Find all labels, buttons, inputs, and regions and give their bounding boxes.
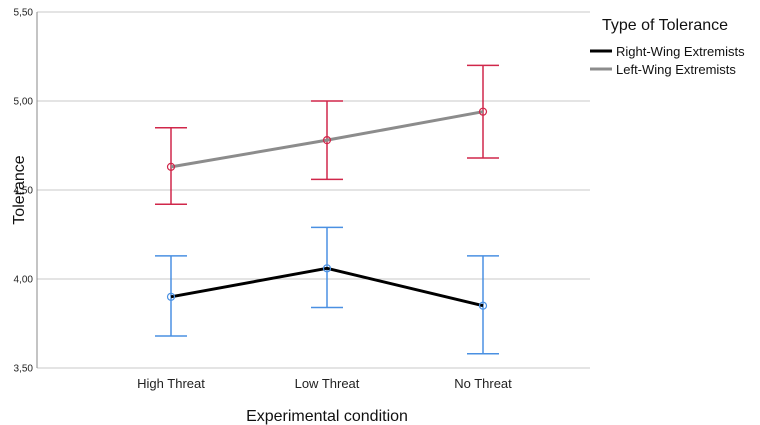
grid-lines <box>37 11 590 369</box>
y-tick-label: 5,00 <box>14 97 34 108</box>
data-point <box>166 292 176 301</box>
x-axis-title: Experimental condition <box>246 408 408 425</box>
series-lines <box>170 110 484 308</box>
y-tick-label: 5,50 <box>14 8 34 19</box>
y-axis-title: Tolerance <box>11 155 28 224</box>
legend-label-right-wing: Right-Wing Extremists <box>616 44 745 59</box>
legend: Type of Tolerance Right-Wing Extremists … <box>590 17 745 77</box>
legend-label-left-wing: Left-Wing Extremists <box>616 62 736 77</box>
legend-title: Type of Tolerance <box>602 17 728 34</box>
series-points <box>166 107 488 310</box>
x-tick-labels: High Threat Low Threat No Threat <box>137 376 512 391</box>
data-point <box>478 301 488 310</box>
data-point <box>166 162 176 171</box>
y-tick-label: 3,50 <box>14 364 34 375</box>
y-tick-label: 4,00 <box>14 275 34 286</box>
x-tick-label: No Threat <box>454 376 512 391</box>
error-bars <box>155 64 499 355</box>
series-line <box>170 110 484 169</box>
data-point <box>478 107 488 116</box>
y-tick-labels: 3,50 4,00 4,50 5,00 5,50 <box>14 8 34 375</box>
data-point <box>322 136 332 145</box>
series-line <box>170 266 484 308</box>
data-point <box>322 264 332 273</box>
x-tick-label: High Threat <box>137 376 205 391</box>
x-tick-label: Low Threat <box>295 376 360 391</box>
y-tick-label: 4,50 <box>14 186 34 197</box>
